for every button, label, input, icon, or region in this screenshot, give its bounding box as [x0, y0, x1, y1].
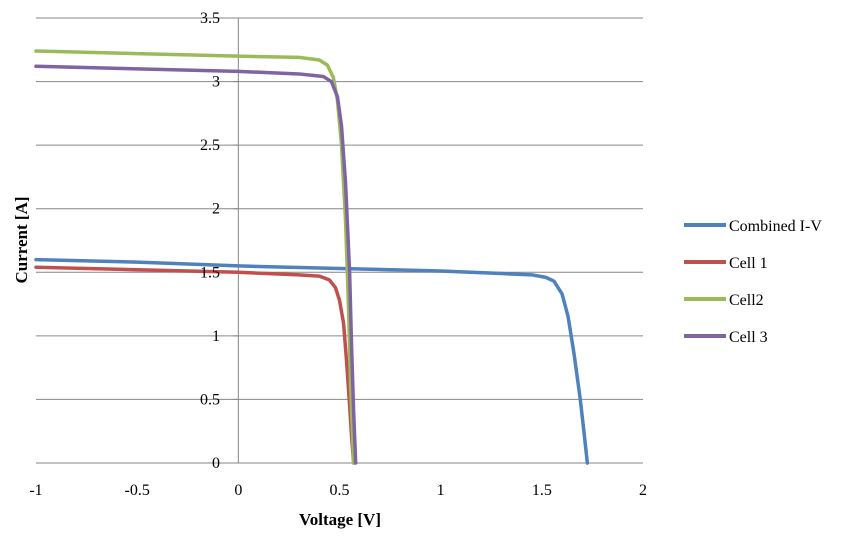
series-line-2: [34, 265, 356, 465]
series-line-4: [34, 64, 358, 465]
y-axis-title: Current [A]: [12, 196, 31, 283]
legend-label: Cell 1: [729, 255, 768, 272]
y-tick-label: 1.5: [200, 264, 220, 281]
x-tick-label: 0.5: [330, 482, 350, 499]
axis-layer: [36, 17, 643, 464]
grid-layer: [36, 17, 643, 400]
legend-label: Cell2: [729, 292, 764, 309]
series-line-3: [34, 49, 356, 465]
legend-label: Combined I-V: [729, 218, 822, 235]
y-tick-label: 2: [212, 201, 220, 218]
legend-label: Cell 3: [729, 329, 768, 346]
y-tick-label: 2.5: [200, 137, 220, 154]
x-tick-label: 1.5: [532, 482, 552, 499]
series-layer: [34, 49, 590, 465]
y-tick-label: 1: [212, 328, 220, 345]
tick-layer: 0 0.5 1 1.5 2 2.5 3 3.5 -1 -0.5 0 0.5 1 1.5 2: [29, 10, 647, 499]
y-tick-label: 0.5: [200, 391, 220, 408]
series-line-1: [34, 257, 590, 465]
x-tick-label: 1: [437, 482, 445, 499]
x-tick-label: -0.5: [125, 482, 150, 499]
x-axis-title: Voltage [V]: [299, 510, 381, 529]
legend: Combined I-V Cell 1 Cell2 Cell 3: [684, 218, 822, 346]
y-tick-label: 0: [212, 455, 220, 472]
x-tick-label: 0: [234, 482, 242, 499]
x-tick-label: 2: [639, 482, 647, 499]
x-tick-label: -1: [29, 482, 42, 499]
y-tick-label: 3: [212, 74, 220, 91]
y-tick-label: 3.5: [200, 10, 220, 27]
